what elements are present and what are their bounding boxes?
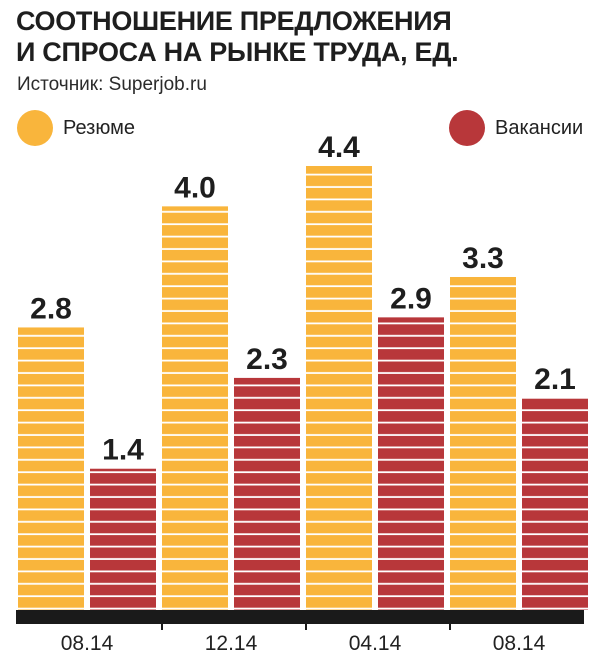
bar-vacancy-3 [378,317,444,610]
bar-label-vacancy-1: 1.4 [102,434,144,467]
group-separator-3 [449,610,451,630]
legend-item-vacancy: Вакансии [449,110,583,146]
bar-label-vacancy-4: 2.1 [534,363,576,396]
bar-resume-2 [162,206,228,610]
legend-label-vacancy: Вакансии [495,116,584,139]
bar-label-resume-4: 3.3 [462,242,504,275]
legend-item-resume: Резюме [17,110,135,146]
legend-swatch-vacancy [449,110,485,146]
chart-title: СООТНОШЕНИЕ ПРЕДЛОЖЕНИЯ И СПРОСА НА РЫНК… [16,6,459,68]
bar-label-resume-3: 4.4 [318,131,360,164]
category-label-4: 08.14 [493,632,546,655]
chart-title-line1: СООТНОШЕНИЕ ПРЕДЛОЖЕНИЯ [16,6,452,36]
category-label-2: 12.14 [205,632,258,655]
bar-vacancy-1 [90,468,156,610]
group-separator-2 [305,610,307,630]
bar-vacancy-2 [234,377,300,610]
group-separator-1 [161,610,163,630]
bar-resume-4 [450,277,516,610]
legend-label-resume: Резюме [63,116,135,139]
bar-label-vacancy-2: 2.3 [246,343,288,376]
labels-layer: 2.8 1.4 08.14 4.0 2.3 12.14 4.4 2.9 04.14 3.3 2.1 0… [30,131,576,655]
bar-label-vacancy-3: 2.9 [390,282,432,315]
legend-swatch-resume [17,110,53,146]
chart-title-line2: И СПРОСА НА РЫНКЕ ТРУДА, ЕД. [16,37,459,67]
bar-label-resume-2: 4.0 [174,171,216,204]
category-label-1: 08.14 [61,632,114,655]
bar-resume-1 [18,327,84,610]
bar-resume-3 [306,166,372,610]
baseline-strip [16,610,584,624]
bar-vacancy-4 [522,398,588,610]
chart-source: Источник: Superjob.ru [17,74,207,95]
bar-label-resume-1: 2.8 [30,292,72,325]
bars-layer [16,166,588,630]
category-label-3: 04.14 [349,632,402,655]
